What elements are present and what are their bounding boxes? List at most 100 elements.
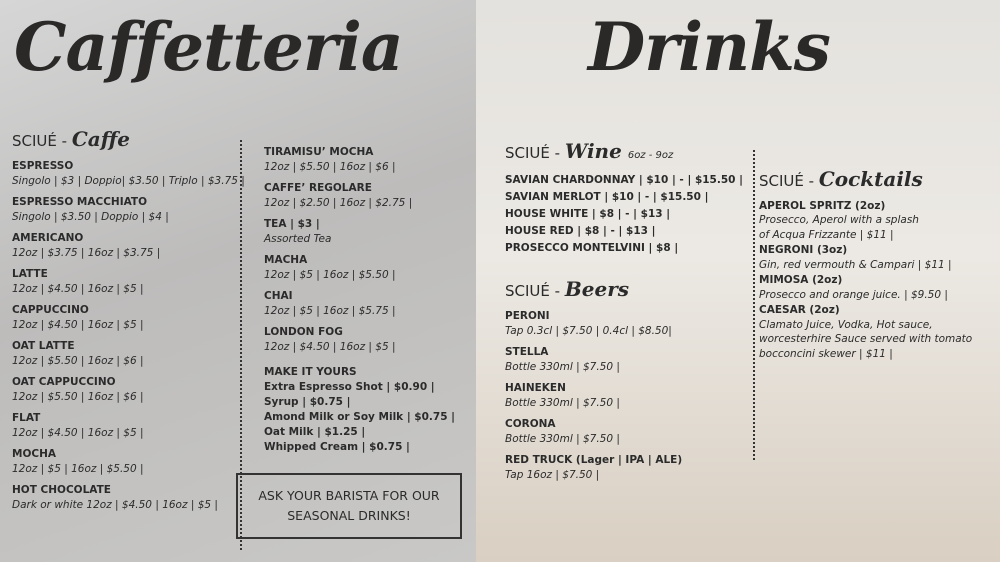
item-detail: Bottle 330ml | $7.50 | <box>505 397 620 409</box>
section-name: Cocktails <box>818 167 923 191</box>
section-heading: SCIUÉ - Wine 6oz - 9oz <box>505 141 743 163</box>
item-name: OAT CAPPUCCINO <box>12 376 116 388</box>
extras-line: Amond Milk or Soy Milk | $0.75 | <box>264 411 456 423</box>
column: SCIUÉ - Wine 6oz - 9oz SAVIAN CHARDONNAY |… <box>505 141 743 258</box>
menu-item: SAVIAN MERLOT | $10 | - | $15.50 | <box>505 190 743 205</box>
menu-item: HOT CHOCOLATE Dark or white 12oz | $4.50 … <box>12 483 245 513</box>
item-name: AMERICANO <box>12 232 84 244</box>
item-name: RED TRUCK (Lager | IPA | ALE) <box>505 454 683 466</box>
section-name: Wine <box>564 139 622 163</box>
menu-item: TIRAMISU’ MOCHA 12oz | $5.50 | 16oz | $6 … <box>264 145 455 175</box>
section-name: Beers <box>564 277 629 301</box>
extras-line: Syrup | $0.75 | <box>264 396 351 408</box>
menu-item: MACHA 12oz | $5 | 16oz | $5.50 | <box>264 253 455 283</box>
item-name: HAINEKEN <box>505 382 566 394</box>
item-name: NEGRONI (3oz) <box>759 244 848 256</box>
item-detail: 12oz | $5.50 | 16oz | $6 | <box>12 391 144 403</box>
menu-item: OAT LATTE 12oz | $5.50 | 16oz | $6 | <box>12 339 245 369</box>
item-name: CAFFE’ REGOLARE <box>264 182 372 194</box>
cafe-title: Caffetteria <box>14 8 404 86</box>
column: SCIUÉ - Caffe ESPRESSO Singolo | $3 | Dopp… <box>12 129 245 519</box>
section-name: Caffe <box>71 127 130 151</box>
menu-item: APEROL SPRITZ (2oz) Prosecco, Aperol with… <box>759 199 972 243</box>
menu-item: FLAT 12oz | $4.50 | 16oz | $5 | <box>12 411 245 441</box>
item-detail: 12oz | $3.75 | 16oz | $3.75 | <box>12 247 161 259</box>
section-prefix: SCIUÉ - <box>12 132 68 150</box>
item-name: MIMOSA (2oz) <box>759 274 843 286</box>
menu-item: STELLA Bottle 330ml | $7.50 | <box>505 345 682 375</box>
item-detail: bocconcini skewer | $11 | <box>759 347 893 360</box>
item-detail: 12oz | $2.50 | 16oz | $2.75 | <box>264 197 413 209</box>
menu-item: LATTE 12oz | $4.50 | 16oz | $5 | <box>12 267 245 297</box>
item-detail: Assorted Tea <box>264 233 332 245</box>
menu-item: AMERICANO 12oz | $3.75 | 16oz | $3.75 | <box>12 231 245 261</box>
section-prefix: SCIUÉ - <box>505 282 561 300</box>
item-detail: Prosecco, Aperol with a splash <box>759 214 919 226</box>
menu-item: MOCHA 12oz | $5 | 16oz | $5.50 | <box>12 447 245 477</box>
item-name: ESPRESSO MACCHIATO <box>12 196 148 208</box>
item-name: MOCHA <box>12 448 56 460</box>
menu-item: PERONI Tap 0.3cl | $7.50 | 0.4cl | $8.50| <box>505 309 682 339</box>
menu-item: PROSECCO MONTELVINI | $8 | <box>505 241 743 256</box>
column: TIRAMISU’ MOCHA 12oz | $5.50 | 16oz | $6 … <box>264 145 455 461</box>
item-name: HOUSE RED | $8 | - | $13 | <box>505 225 656 237</box>
item-name: TIRAMISU’ MOCHA <box>264 146 374 158</box>
item-name: PERONI <box>505 310 550 322</box>
item-name: HOT CHOCOLATE <box>12 484 111 496</box>
item-name: LATTE <box>12 268 48 280</box>
section-heading: SCIUÉ - Beers <box>505 279 682 300</box>
item-name: OAT LATTE <box>12 340 75 352</box>
item-name: HOUSE WHITE | $8 | - | $13 | <box>505 208 671 220</box>
menu-item: CHAI 12oz | $5 | 16oz | $5.75 | <box>264 289 455 319</box>
menu-item: CAFFE’ REGOLARE 12oz | $2.50 | 16oz | $2.… <box>264 181 455 211</box>
extras-line: Oat Milk | $1.25 | <box>264 426 366 438</box>
menu-item: CORONA Bottle 330ml | $7.50 | <box>505 417 682 447</box>
extras-line: Extra Espresso Shot | $0.90 | <box>264 381 435 393</box>
item-detail: Tap 0.3cl | $7.50 | 0.4cl | $8.50| <box>505 325 672 337</box>
item-detail: 12oz | $4.50 | 16oz | $5 | <box>264 341 396 353</box>
menu-item: HOUSE WHITE | $8 | - | $13 | <box>505 207 743 222</box>
menu-item: CAPPUCCINO 12oz | $4.50 | 16oz | $5 | <box>12 303 245 333</box>
menu-item: OAT CAPPUCCINO 12oz | $5.50 | 16oz | $6 | <box>12 375 245 405</box>
item-detail: 12oz | $5.50 | 16oz | $6 | <box>264 161 396 173</box>
item-name: FLAT <box>12 412 41 424</box>
item-name: SAVIAN MERLOT | $10 | - | $15.50 | <box>505 191 709 203</box>
column: SCIUÉ - Cocktails APEROL SPRITZ (2oz) Pros… <box>759 169 972 362</box>
item-name: CORONA <box>505 418 556 430</box>
item-detail: Prosecco and orange juice. | $9.50 | <box>759 288 948 301</box>
menu-item: ESPRESSO Singolo | $3 | Doppio| $3.50 | T… <box>12 159 245 189</box>
item-detail: 12oz | $4.50 | 16oz | $5 | <box>12 283 144 295</box>
cafe-panel <box>0 0 476 562</box>
item-name: LONDON FOG <box>264 326 343 338</box>
item-detail: Tap 16oz | $7.50 | <box>505 469 600 481</box>
item-detail: Clamato Juice, Vodka, Hot sauce, <box>759 318 933 331</box>
item-name: ESPRESSO <box>12 160 74 172</box>
section-prefix: SCIUÉ - <box>759 172 815 190</box>
item-name: STELLA <box>505 346 549 358</box>
notice: ASK YOUR BARISTA FOR OUR SEASONAL DRINKS… <box>236 473 462 539</box>
menu-item: CAESAR (2oz) Clamato Juice, Vodka, Hot sa… <box>759 303 972 361</box>
item-detail: 12oz | $5 | 16oz | $5.50 | <box>264 269 396 281</box>
divider <box>240 140 242 550</box>
item-name: CHAI <box>264 290 293 302</box>
extras-name: MAKE IT YOURS <box>264 366 357 378</box>
item-detail: Singolo | $3.50 | Doppio | $4 | <box>12 211 169 223</box>
section-heading: SCIUÉ - Cocktails <box>759 169 972 190</box>
menu-item: ESPRESSO MACCHIATO Singolo | $3.50 | Dopp… <box>12 195 245 225</box>
item-detail: Bottle 330ml | $7.50 | <box>505 433 620 445</box>
item-detail: worcesterhire Sauce served with tomato <box>759 333 973 345</box>
item-detail: Singolo | $3 | Doppio| $3.50 | Triplo | … <box>12 175 245 187</box>
section-heading: SCIUÉ - Caffe <box>12 129 245 150</box>
item-detail: 12oz | $4.50 | 16oz | $5 | <box>12 319 144 331</box>
item-name: SAVIAN CHARDONNAY | $10 | - | $15.50 | <box>505 174 743 186</box>
divider <box>753 150 755 460</box>
item-detail: 12oz | $5 | 16oz | $5.50 | <box>12 463 144 475</box>
item-name: PROSECCO MONTELVINI | $8 | <box>505 242 679 254</box>
item-name: APEROL SPRITZ (2oz) <box>759 199 886 212</box>
item-detail: Bottle 330ml | $7.50 | <box>505 361 620 373</box>
drinks-title: Drinks <box>588 8 831 86</box>
extras: MAKE IT YOURS Extra Espresso Shot | $0.90… <box>264 365 455 455</box>
item-name: CAPPUCCINO <box>12 304 89 316</box>
menu-item: HAINEKEN Bottle 330ml | $7.50 | <box>505 381 682 411</box>
